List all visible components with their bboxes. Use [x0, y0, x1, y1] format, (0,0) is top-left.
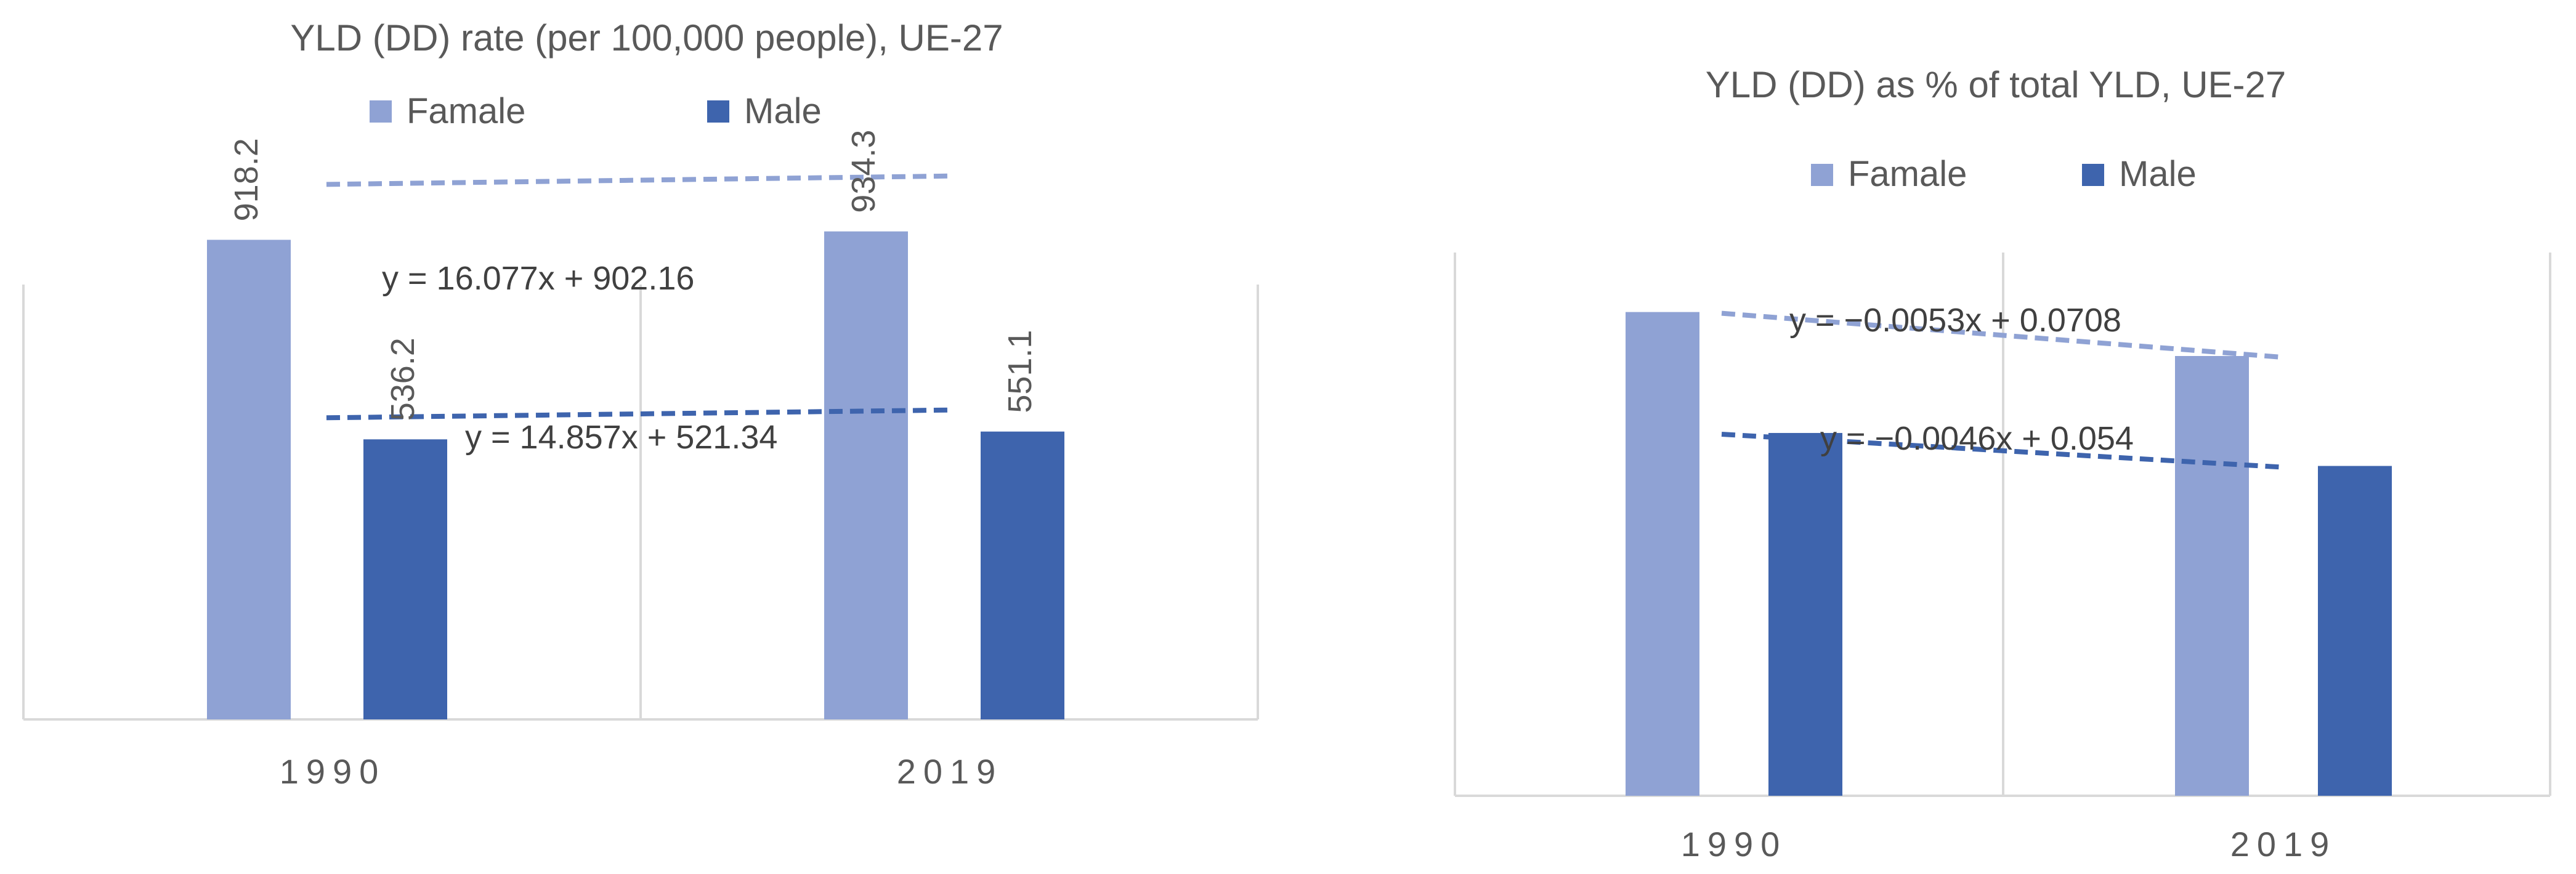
- chart1-trend-equation-famale: y = 16.077x + 902.16: [382, 260, 694, 297]
- chart2-plot-area: [1454, 253, 2551, 797]
- chart1-data-label-male-1990: 536.2: [384, 338, 421, 421]
- chart2-bar-male-2019: [2318, 466, 2392, 796]
- chart1-data-label-male-2019: 551.1: [1002, 330, 1039, 413]
- chart1-bar-famale-2019: [824, 231, 908, 719]
- chart1-legend-swatch-male: [707, 100, 729, 123]
- chart1-bar-famale-1990: [207, 240, 291, 719]
- chart-yld-share: YLD (DD) as % of total YLD, UE-27 Famale…: [1454, 64, 2551, 864]
- chart1-legend-swatch-famale: [370, 100, 392, 123]
- chart2-x-tick-2019: 2019: [2230, 825, 2337, 864]
- chart1-legend-famale: Famale: [407, 91, 525, 131]
- chart1-bar-male-1990: [363, 439, 447, 719]
- chart2-legend: Famale Male: [1811, 154, 2197, 194]
- chart1-data-label-famale-2019: 934.3: [845, 130, 882, 213]
- chart2-trendline-male: [1721, 431, 2283, 470]
- chart1-plot-area: 918.2 934.3 536.2 551.1: [22, 130, 1259, 721]
- chart2-trendline-famale: [1721, 310, 2283, 360]
- chart2-legend-swatch-famale: [1811, 164, 1833, 186]
- chart2-bar-famale-1990: [1626, 312, 1699, 796]
- chart2-trend-equation-famale: y = −0.0053x + 0.0708: [1789, 302, 2121, 339]
- chart1-title: YLD (DD) rate (per 100,000 people), UE-2…: [290, 17, 1003, 59]
- chart1-x-tick-2019: 2019: [897, 752, 1003, 791]
- chart2-x-tick-1990: 1990: [1681, 825, 1788, 864]
- chart1-trend-equation-male: y = 14.857x + 521.34: [465, 419, 777, 456]
- chart2-legend-male: Male: [2119, 154, 2197, 194]
- chart2-title: YLD (DD) as % of total YLD, UE-27: [1706, 64, 2286, 105]
- chart-yld-rate: YLD (DD) rate (per 100,000 people), UE-2…: [22, 17, 1259, 791]
- chart1-data-label-famale-1990: 918.2: [228, 138, 265, 221]
- chart2-trend-equation-male: y = −0.0046x + 0.054: [1820, 420, 2134, 457]
- chart2-legend-swatch-male: [2082, 164, 2104, 186]
- chart1-x-tick-1990: 1990: [280, 752, 386, 791]
- chart1-bar-male-2019: [981, 431, 1064, 719]
- chart1-legend: Famale Male: [370, 91, 822, 131]
- chart2-legend-famale: Famale: [1848, 154, 1967, 194]
- chart2-bar-male-1990: [1768, 432, 1842, 796]
- chart2-bar-famale-2019: [2175, 356, 2249, 796]
- chart1-legend-male: Male: [744, 91, 822, 131]
